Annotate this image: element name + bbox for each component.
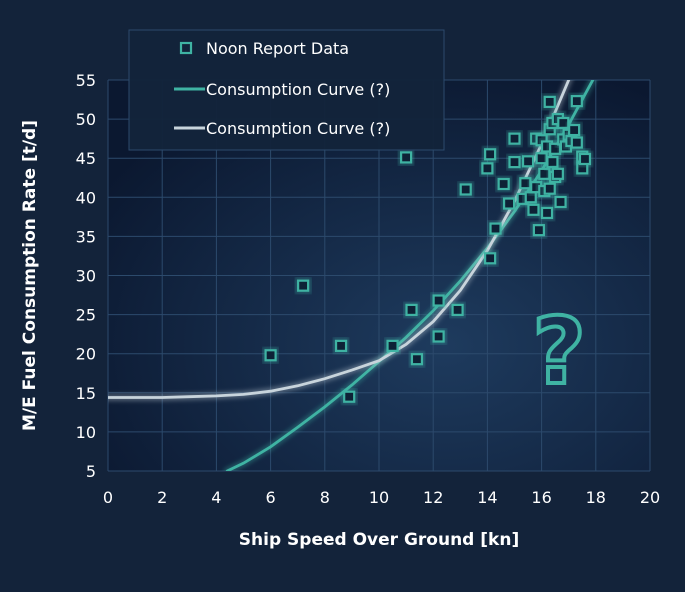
x-tick-label: 0 bbox=[103, 488, 113, 507]
y-tick-label: 40 bbox=[76, 188, 96, 207]
data-point bbox=[527, 203, 540, 216]
x-tick-label: 12 bbox=[423, 488, 443, 507]
y-tick-label: 5 bbox=[86, 462, 96, 481]
data-point bbox=[508, 156, 521, 169]
question-mark-annotation: ? bbox=[532, 298, 585, 405]
y-tick-label: 45 bbox=[76, 149, 96, 168]
x-tick-label: 8 bbox=[320, 488, 330, 507]
data-point bbox=[497, 177, 510, 191]
y-tick-label: 55 bbox=[76, 71, 96, 90]
data-point bbox=[543, 95, 556, 108]
axes-layer: 0 2 4 6 8 10 12 14 16 18 20 5 10 15 20 25 30 35 40 45 50 55 bbox=[76, 71, 661, 507]
data-point bbox=[551, 167, 564, 180]
data-point bbox=[521, 155, 535, 168]
data-point bbox=[570, 136, 583, 149]
x-tick-label: 20 bbox=[640, 488, 660, 507]
data-point bbox=[578, 152, 592, 166]
x-tick-label: 16 bbox=[531, 488, 551, 507]
x-axis-label: Ship Speed Over Ground [kn] bbox=[239, 530, 519, 550]
data-point bbox=[405, 303, 418, 317]
data-point bbox=[568, 123, 581, 137]
data-point bbox=[554, 195, 567, 209]
legend-marker-square bbox=[179, 41, 193, 55]
data-point bbox=[386, 339, 399, 352]
data-point bbox=[343, 390, 356, 403]
y-tick-label: 15 bbox=[76, 384, 96, 403]
x-tick-label: 10 bbox=[369, 488, 389, 507]
y-tick-label: 35 bbox=[76, 227, 96, 246]
data-point bbox=[459, 183, 472, 196]
y-tick-label: 25 bbox=[76, 306, 96, 325]
data-point bbox=[489, 222, 502, 235]
y-tick-label: 20 bbox=[76, 345, 96, 364]
data-point bbox=[334, 339, 348, 352]
x-tick-label: 4 bbox=[211, 488, 221, 507]
data-point bbox=[410, 353, 424, 366]
scatter-points-layer bbox=[262, 92, 594, 406]
y-tick-label: 10 bbox=[76, 423, 96, 442]
data-point bbox=[451, 303, 464, 317]
data-point bbox=[264, 349, 277, 362]
data-point bbox=[508, 132, 521, 145]
x-tick-label: 18 bbox=[586, 488, 606, 507]
x-tick-label: 14 bbox=[477, 488, 497, 507]
legend: Noon Report Data Consumption Curve (?) Con… bbox=[128, 29, 445, 151]
data-point bbox=[484, 148, 497, 161]
data-point bbox=[432, 294, 445, 307]
x-tick-label: 2 bbox=[157, 488, 167, 507]
data-point bbox=[502, 197, 516, 210]
data-point bbox=[484, 252, 497, 265]
data-point bbox=[570, 95, 583, 108]
data-point bbox=[540, 206, 554, 220]
y-tick-label: 30 bbox=[76, 267, 96, 286]
data-point bbox=[432, 330, 445, 343]
legend-label: Consumption Curve (?) bbox=[206, 80, 390, 99]
data-point bbox=[481, 162, 494, 175]
data-point bbox=[400, 151, 413, 164]
data-point bbox=[532, 224, 545, 237]
x-tick-label: 6 bbox=[266, 488, 276, 507]
data-point bbox=[543, 182, 556, 195]
data-point bbox=[297, 279, 310, 292]
legend-label: Consumption Curve (?) bbox=[206, 119, 390, 138]
y-axis-label: M/E Fuel Consumption Rate [t/d] bbox=[20, 120, 40, 431]
legend-label: Noon Report Data bbox=[206, 39, 349, 58]
y-tick-label: 50 bbox=[76, 110, 96, 129]
